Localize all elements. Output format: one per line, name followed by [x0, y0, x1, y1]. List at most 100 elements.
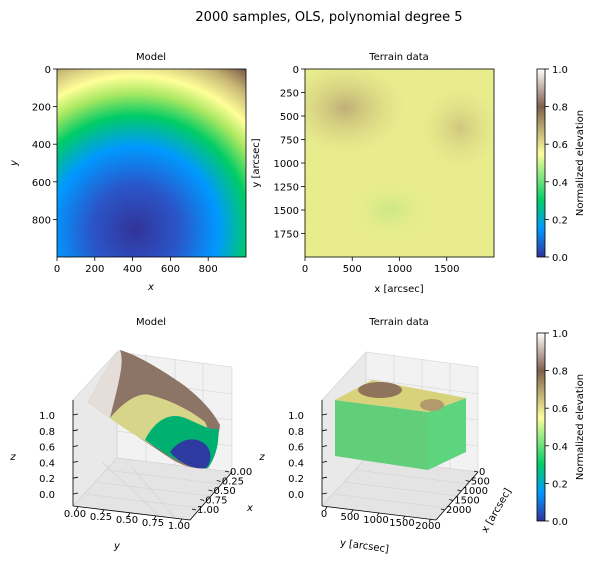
tick-mark [350, 509, 354, 514]
model-surface-panel: Model 0.00.20.40.60.81.0 0.00 0.25 0.50 0.7… [9, 317, 265, 552]
tick-mark [440, 508, 446, 511]
terrain-surface-zticks: 0.0 0.2 0.4 0.6 0.8 1.0 [288, 411, 328, 501]
tick-label: 500 [471, 477, 490, 488]
tick-mark [75, 506, 79, 511]
model-surface-mesh-bottom [170, 439, 211, 469]
tick-mark [191, 508, 197, 511]
tick-label: 1.0 [552, 329, 568, 340]
colorbar-top: 0.0 0.2 0.4 0.6 0.8 1.0 Normalized elevation [536, 65, 586, 264]
colorbar-top-gradient [536, 68, 546, 258]
tick-mark [153, 515, 157, 520]
tick-label: 0.0 [552, 517, 568, 528]
model-surface-xlabel: x [246, 503, 253, 514]
terrain-surface-panel: Terrain data 0.00.20.40.60.81.0 0 500 1000… [288, 317, 514, 555]
tick-label: 500 [280, 112, 299, 123]
model-surface-yticks: 0.00 0.25 0.50 0.75 1.00 [64, 506, 190, 532]
tick-mark [321, 413, 328, 416]
tick-label: 1.0 [552, 65, 568, 76]
tick-mark [465, 480, 470, 482]
tick-label: 0 [45, 65, 51, 76]
tick-label: 1.0 [39, 411, 55, 422]
terrain-surface-ylabel: y [arcsec] [339, 538, 389, 556]
model-heatmap-xticks: 0 200 400 600 800 [54, 257, 218, 275]
tick-label: 800 [199, 264, 218, 275]
tick-label: 1500 [454, 496, 479, 507]
tick-mark [216, 480, 221, 482]
tick-mark [449, 499, 454, 501]
tick-label: 0.2 [39, 474, 55, 485]
terrain-noise-overlay [305, 69, 494, 257]
tick-label: 1500 [389, 518, 414, 529]
tick-label: 1000 [274, 159, 299, 170]
tick-label: 250 [280, 89, 299, 100]
tick-label: 0.0 [39, 490, 55, 501]
terrain-heatmap-yticks: 0 250 500 750 1000 1250 1500 1750 [274, 65, 305, 241]
colorbar-bottom-ticks: 0.0 0.2 0.4 0.6 0.8 1.0 [545, 329, 568, 528]
model-surface-ylabel: y [113, 541, 121, 552]
colorbar-bottom: 0.0 0.2 0.4 0.6 0.8 1.0 Normalized elevation [536, 329, 586, 528]
tick-label: 0 [293, 65, 299, 76]
model-heatmap-image [57, 69, 246, 257]
tick-label: 0.50 [214, 486, 236, 497]
tick-mark [101, 509, 105, 514]
terrain-heatmap-title: Terrain data [368, 52, 429, 63]
tick-label: 0.0 [288, 490, 304, 501]
tick-label: 500 [340, 512, 359, 523]
tick-label: 400 [123, 264, 142, 275]
tick-label: 0.2 [288, 474, 304, 485]
tick-mark [72, 476, 79, 479]
tick-label: 0.00 [230, 467, 252, 478]
colorbar-top-ticks: 0.0 0.2 0.4 0.6 0.8 1.0 [545, 65, 568, 264]
tick-mark [200, 499, 205, 501]
tick-label: 500 [343, 264, 362, 275]
tick-mark [402, 515, 406, 520]
terrain-surface-texture [335, 400, 428, 470]
tick-label: 1.0 [288, 411, 304, 422]
tick-label: 1000 [387, 264, 412, 275]
tick-label: 2000 [446, 505, 471, 516]
terrain-heatmap-xticks: 0 500 1000 1500 [302, 257, 459, 275]
tick-label: 0.75 [205, 496, 227, 507]
tick-mark [321, 492, 328, 495]
tick-label: 1.00 [197, 505, 219, 516]
tick-label: 0.25 [90, 512, 112, 523]
terrain-heatmap-panel: Terrain data 0 500 1000 1500 0 250 500 750 1000… [251, 52, 495, 295]
tick-label: 1000 [463, 486, 488, 497]
tick-label: 800 [32, 215, 51, 226]
tick-mark [457, 489, 462, 492]
tick-label: 600 [161, 264, 180, 275]
tick-mark [72, 413, 79, 416]
tick-label: 0.00 [64, 509, 86, 520]
terrain-heatmap-ylabel: y [arcsec] [251, 138, 262, 187]
tick-label: 600 [32, 178, 51, 189]
model-heatmap-panel: Model 0 200 400 600 800 0 200 400 600 800 x y [9, 52, 247, 293]
tick-label: 1.00 [168, 521, 190, 532]
tick-label: 2000 [415, 521, 440, 532]
tick-mark [321, 461, 328, 463]
tick-label: 400 [32, 140, 51, 151]
tick-label: 0.0 [552, 253, 568, 264]
model-heatmap-yticks: 0 200 400 600 800 [32, 65, 57, 226]
tick-mark [127, 512, 131, 517]
tick-mark [72, 429, 79, 432]
tick-label: 0.6 [552, 404, 568, 415]
tick-mark [324, 506, 328, 511]
tick-label: 1500 [274, 206, 299, 217]
tick-label: 0.6 [552, 140, 568, 151]
tick-label: 0.4 [552, 442, 568, 453]
model-heatmap-title: Model [136, 52, 166, 63]
tick-label: 0.4 [288, 458, 304, 469]
tick-mark [321, 476, 328, 479]
tick-label: 1250 [274, 183, 299, 194]
tick-label: 0.6 [288, 443, 304, 454]
tick-label: 0.4 [552, 178, 568, 189]
tick-label: 0 [54, 264, 60, 275]
tick-mark [72, 492, 79, 495]
tick-label: 0.2 [552, 215, 568, 226]
tick-label: 0 [479, 467, 485, 478]
tick-label: 0.8 [39, 427, 55, 438]
tick-label: 0.50 [116, 515, 138, 526]
colorbar-top-label: Normalized elevation [575, 110, 586, 216]
tick-mark [376, 512, 380, 517]
